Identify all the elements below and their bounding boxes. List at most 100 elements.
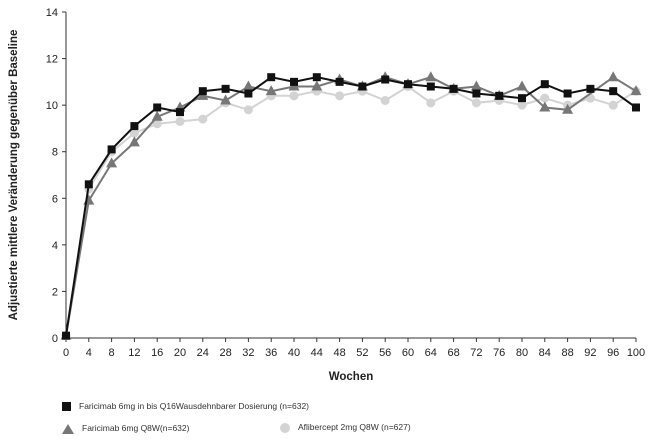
data-point-square	[563, 89, 572, 98]
x-tick-label: 64	[425, 347, 437, 359]
data-point-circle	[380, 95, 390, 105]
y-tick-label: 10	[46, 100, 58, 112]
data-point-circle	[175, 116, 185, 126]
data-point-square	[290, 77, 298, 86]
y-tick-label: 4	[52, 240, 58, 252]
data-point-square	[107, 145, 116, 154]
x-tick-label: 52	[356, 347, 368, 359]
data-point-triangle	[630, 85, 642, 96]
x-tick-label: 56	[379, 347, 391, 359]
data-point-triangle	[516, 80, 528, 91]
data-point-square	[381, 75, 390, 84]
data-point-circle	[129, 128, 139, 138]
legend-label: Faricimab 6mg Q8W(n=632)	[82, 423, 190, 433]
data-point-square	[335, 77, 344, 86]
data-point-circle	[152, 119, 162, 129]
data-point-circle	[335, 91, 345, 101]
legend-item-faricimab-q16w: Faricimab 6mg in bis Q16Wausdehnbarer Do…	[62, 401, 310, 412]
y-tick-label: 2	[52, 286, 58, 298]
legend-label: Faricimab 6mg in bis Q16Wausdehnbarer Do…	[79, 401, 310, 411]
data-point-triangle	[607, 71, 619, 82]
data-point-square	[153, 103, 162, 112]
x-tick-label: 92	[584, 347, 596, 359]
x-tick-label: 40	[288, 347, 300, 359]
data-point-triangle	[470, 80, 482, 91]
x-tick-label: 44	[311, 347, 323, 359]
data-point-square	[221, 84, 230, 93]
x-tick-label: 24	[197, 347, 209, 359]
data-point-circle	[517, 100, 527, 110]
data-point-square	[632, 103, 640, 112]
data-point-square	[244, 89, 253, 98]
data-point-circle	[608, 100, 618, 110]
data-point-square	[472, 89, 481, 98]
x-tick-label: 32	[242, 347, 254, 359]
legend-item-aflibercept: Aflibercept 2mg Q8W (n=627)	[280, 422, 411, 433]
data-point-circle	[198, 114, 208, 124]
data-point-square	[586, 84, 595, 93]
data-point-circle	[540, 93, 550, 103]
data-point-circle	[243, 105, 253, 115]
data-point-circle	[426, 98, 436, 108]
x-tick-label: 88	[561, 347, 573, 359]
x-tick-label: 48	[333, 347, 345, 359]
data-point-square	[609, 87, 618, 96]
data-point-triangle	[106, 157, 118, 168]
data-point-square	[449, 84, 458, 93]
legend-item-faricimab-q8w: Faricimab 6mg Q8W(n=632)	[62, 423, 189, 434]
data-point-triangle	[128, 136, 140, 147]
data-point-circle	[471, 98, 481, 108]
x-tick-label: 12	[128, 347, 140, 359]
data-point-triangle	[151, 110, 163, 121]
y-axis-label: Adjustierte mittlere Veränderung gegenüb…	[8, 30, 20, 321]
series-line	[65, 76, 637, 336]
legend-label: Aflibercept 2mg Q8W (n=627)	[298, 422, 411, 432]
data-point-triangle	[220, 94, 232, 105]
x-tick-label: 72	[470, 347, 482, 359]
x-tick-label: 96	[607, 347, 619, 359]
data-point-triangle	[539, 101, 551, 112]
y-tick-label: 8	[52, 147, 58, 159]
data-point-square	[358, 82, 367, 91]
x-axis-label: Wochen	[329, 371, 374, 383]
data-point-square	[62, 331, 70, 340]
data-point-triangle	[242, 80, 254, 91]
data-point-square	[518, 94, 526, 103]
y-tick-label: 0	[52, 333, 58, 345]
data-point-triangle	[265, 85, 277, 96]
x-tick-label: 36	[265, 347, 277, 359]
x-tick-label: 84	[539, 347, 551, 359]
square-marker-icon	[62, 402, 71, 412]
data-point-square	[540, 80, 549, 89]
data-point-square	[267, 73, 276, 82]
x-tick-label: 100	[627, 347, 645, 359]
x-tick-label: 0	[63, 347, 69, 359]
data-point-square	[495, 91, 504, 100]
data-point-triangle	[425, 71, 437, 82]
x-tick-label: 28	[219, 347, 231, 359]
data-point-triangle	[311, 80, 323, 91]
x-tick-label: 16	[151, 347, 163, 359]
triangle-marker-icon	[62, 423, 74, 434]
data-point-triangle	[562, 103, 574, 114]
data-point-square	[312, 73, 321, 82]
data-point-square	[84, 180, 93, 189]
data-point-square	[404, 80, 412, 89]
y-tick-label: 6	[52, 193, 58, 205]
data-point-square	[426, 82, 435, 91]
x-tick-label: 20	[174, 347, 186, 359]
circle-marker-icon	[280, 422, 290, 433]
data-point-circle	[289, 91, 299, 101]
y-tick-label: 14	[46, 7, 58, 19]
chart-plot-area	[60, 71, 642, 341]
data-point-square	[176, 108, 184, 117]
x-tick-label: 76	[493, 347, 505, 359]
x-tick-label: 4	[86, 347, 92, 359]
x-tick-label: 80	[516, 347, 528, 359]
x-tick-label: 8	[109, 347, 115, 359]
y-tick-label: 12	[46, 54, 58, 66]
data-point-square	[130, 122, 139, 131]
data-point-square	[198, 87, 207, 96]
